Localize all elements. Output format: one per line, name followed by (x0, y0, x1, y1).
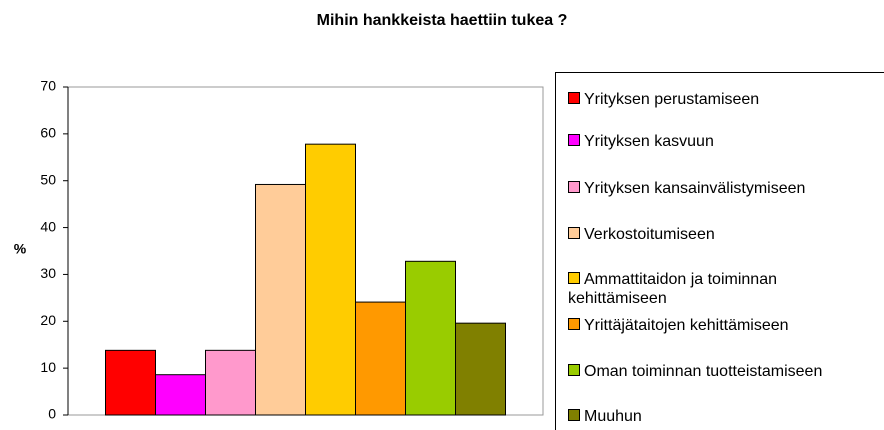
legend: Yrityksen perustamiseen Yrityksen kasvuun… (555, 72, 884, 430)
y-tick-label: 60 (40, 125, 56, 141)
legend-entry: Yrityksen kasvuun (568, 132, 880, 151)
y-tick-label: 40 (40, 218, 56, 234)
y-tick-label: 70 (40, 78, 56, 94)
legend-swatch (568, 318, 580, 330)
y-tick-label: 50 (40, 171, 56, 187)
legend-entry: Ammattitaidon ja toiminnan kehittämiseen (568, 270, 880, 308)
legend-entry: Yrityksen perustamiseen (568, 90, 880, 109)
legend-swatch (568, 227, 580, 239)
chart-title: Mihin hankkeista haettiin tukea ? (317, 12, 568, 29)
legend-swatch (568, 272, 580, 284)
legend-swatch (568, 409, 580, 421)
bar (405, 260, 456, 416)
legend-label: Oman toiminnan tuotteistamiseen (584, 363, 823, 380)
bar (305, 143, 356, 416)
legend-label: Ammattitaidon ja toiminnan kehittämiseen (568, 271, 777, 307)
legend-label: Verkostoitumiseen (584, 226, 715, 243)
bar (255, 183, 306, 416)
bar (155, 374, 206, 416)
legend-swatch (568, 181, 580, 193)
legend-label: Yrittäjätaitojen kehittämiseen (584, 317, 789, 334)
y-tick-label: 10 (40, 359, 56, 375)
legend-label: Yrityksen kasvuun (584, 133, 714, 150)
bar (355, 301, 406, 416)
bar (205, 349, 256, 416)
legend-label: Yrityksen perustamiseen (584, 91, 760, 108)
legend-entry: Oman toiminnan tuotteistamiseen (568, 362, 880, 381)
y-tick-label: 30 (40, 265, 56, 281)
bar (455, 322, 506, 416)
legend-entry: Muuhun (568, 407, 880, 426)
y-tick-label: 0 (48, 406, 56, 422)
legend-entry: Verkostoitumiseen (568, 225, 880, 244)
legend-entry: Yrityksen kansainvälistymiseen (568, 179, 880, 198)
legend-swatch (568, 364, 580, 376)
legend-swatch (568, 92, 580, 104)
legend-swatch (568, 134, 580, 146)
legend-entry: Yrittäjätaitojen kehittämiseen (568, 316, 880, 335)
y-axis-label: % (14, 241, 27, 257)
y-tick-label: 20 (40, 312, 56, 328)
legend-label: Yrityksen kansainvälistymiseen (584, 180, 806, 197)
legend-label: Muuhun (584, 408, 642, 425)
bar (105, 349, 156, 416)
